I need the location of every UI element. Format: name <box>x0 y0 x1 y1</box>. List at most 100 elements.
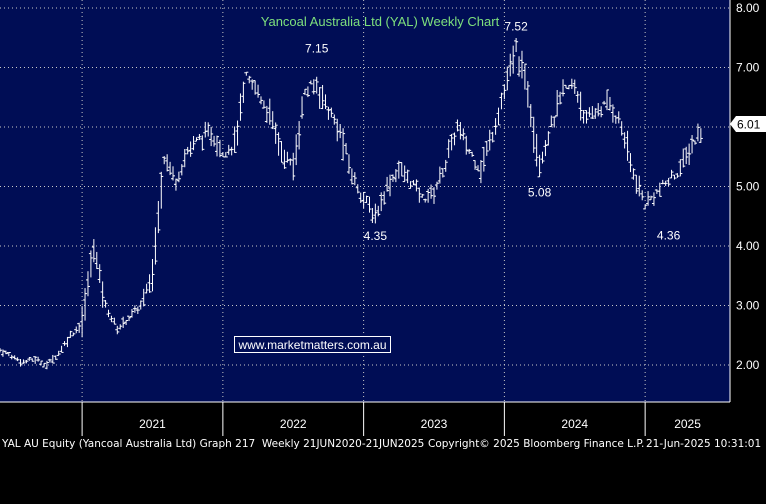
price-bar <box>517 56 522 77</box>
price-bar <box>41 362 46 368</box>
y-tick-label: 2.00 <box>736 358 760 372</box>
price-bar <box>376 205 381 217</box>
price-bar <box>663 180 668 186</box>
price-bar <box>508 53 513 77</box>
price-bar <box>56 350 61 356</box>
price-bar <box>71 332 76 337</box>
price-bar <box>475 165 480 172</box>
price-bar <box>684 146 689 165</box>
price-bar <box>185 146 190 155</box>
footer-copyright: Copyright© 2025 Bloomberg Finance L.P. <box>428 438 645 450</box>
price-bar <box>229 146 234 156</box>
price-bar <box>584 110 589 124</box>
price-bar <box>587 107 592 118</box>
price-bar <box>162 156 167 165</box>
price-bar <box>367 196 372 213</box>
price-bar <box>408 181 413 189</box>
price-bar <box>182 149 187 168</box>
price-bar <box>358 192 363 203</box>
price-bar <box>440 168 445 178</box>
price-bar <box>77 322 82 333</box>
price-bar <box>432 187 437 204</box>
watermark-url[interactable]: www.marketmatters.com.au <box>234 336 391 353</box>
price-bar <box>555 90 560 117</box>
y-axis-tick-labels: 8.007.006.005.004.003.002.00 <box>736 1 760 372</box>
price-bar <box>264 105 269 123</box>
price-bar <box>74 326 79 334</box>
price-bar <box>493 118 498 135</box>
price-bar <box>226 144 231 155</box>
price-chart: 8.007.006.005.004.003.002.00 2021 2022 202… <box>0 0 766 436</box>
price-bar <box>68 330 73 338</box>
price-bar <box>388 174 393 197</box>
footer-timestamp: 21-Jun-2025 10:31:01 <box>646 438 762 450</box>
price-bar <box>429 184 434 199</box>
price-bar <box>223 152 228 158</box>
price-bar <box>27 356 32 361</box>
price-bar <box>12 355 17 360</box>
price-bar <box>147 274 152 293</box>
price-bar <box>297 121 302 150</box>
price-bar <box>267 98 272 125</box>
price-bar <box>461 128 466 141</box>
x-tick-label: 2022 <box>280 417 307 431</box>
x-tick-label: 2023 <box>421 417 448 431</box>
price-bar <box>115 325 120 335</box>
price-bar <box>473 160 478 170</box>
price-bar <box>402 165 407 183</box>
price-bar <box>349 168 354 185</box>
price-bar <box>150 258 155 292</box>
price-bar <box>270 111 275 130</box>
price-bar <box>543 140 548 157</box>
price-bar <box>273 122 278 144</box>
price-bar <box>88 250 93 278</box>
price-bar <box>83 288 88 321</box>
price-bar <box>103 300 108 308</box>
price-bar <box>141 288 146 307</box>
price-bar <box>305 86 310 98</box>
price-bar <box>50 354 55 364</box>
y-tick-label: 7.00 <box>736 61 760 75</box>
price-bar <box>687 143 692 165</box>
price-bar <box>100 281 105 308</box>
price-bar <box>434 181 439 190</box>
price-bar <box>390 174 395 182</box>
y-tick-label: 4.00 <box>736 239 760 253</box>
price-bar <box>505 66 510 91</box>
price-bar <box>666 177 671 187</box>
price-bar <box>97 264 102 283</box>
price-bar <box>417 187 422 203</box>
price-bar <box>326 106 331 120</box>
price-bar <box>329 107 334 118</box>
price-bar <box>631 168 636 180</box>
price-bar <box>91 239 96 263</box>
price-bar <box>464 135 469 155</box>
price-bar <box>18 358 23 367</box>
price-bar <box>534 133 539 167</box>
price-bar <box>643 204 648 210</box>
price-bar <box>599 106 604 118</box>
price-bar <box>610 104 615 123</box>
price-bar <box>194 137 199 142</box>
price-bar <box>344 143 349 155</box>
price-bar <box>449 133 454 151</box>
price-bar <box>94 251 99 270</box>
price-bar <box>132 305 137 313</box>
price-bar <box>308 80 313 85</box>
price-bar <box>80 306 85 338</box>
price-bar <box>47 358 52 363</box>
price-bar <box>156 200 161 234</box>
x-tick-label: 2021 <box>139 417 166 431</box>
price-bar <box>528 104 533 128</box>
price-bar <box>352 172 357 186</box>
price-bar <box>519 50 524 79</box>
price-bar <box>314 76 319 94</box>
price-bar <box>179 164 184 176</box>
price-bar <box>323 94 328 110</box>
price-bar <box>44 360 49 370</box>
price-bar <box>36 356 41 362</box>
price-bar <box>669 169 674 179</box>
price-bar <box>467 148 472 154</box>
price-bar <box>165 154 170 172</box>
price-bar <box>593 108 598 119</box>
